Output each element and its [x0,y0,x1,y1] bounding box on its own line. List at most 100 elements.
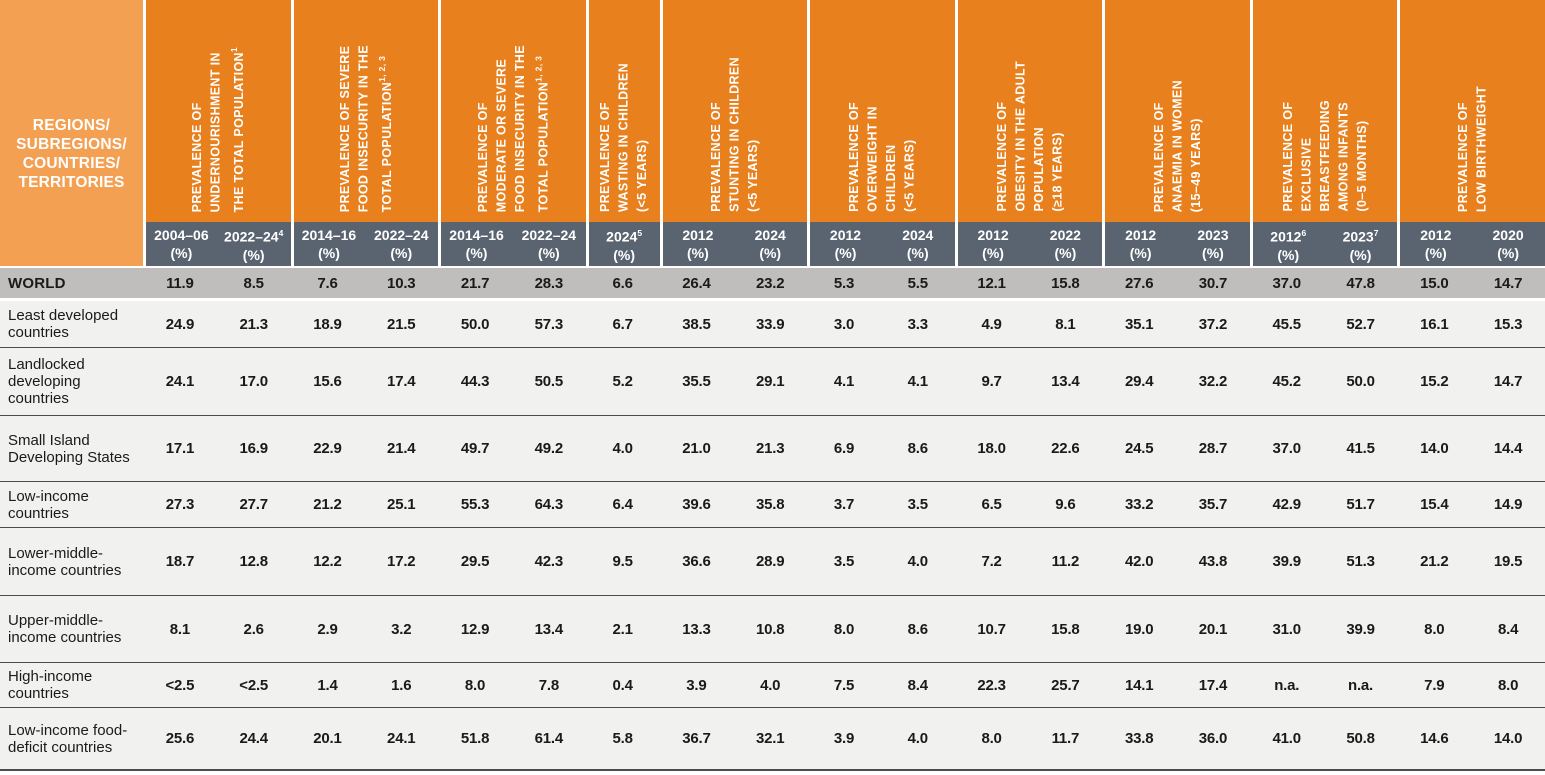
value-cell: 15.4 [1420,496,1449,513]
value-cell: 7.2 [981,553,1002,570]
value-cell: 39.9 [1272,553,1302,570]
header-line: CHILDREN [884,144,899,212]
year-label: 20237 [1342,228,1379,245]
value-cell: 14.7 [1493,274,1523,292]
value-cell: 44.3 [460,373,490,390]
year-header-cell: 20245 (%) [585,222,660,266]
header-line: PREVALENCE OF [475,102,490,212]
value-cell: 36.6 [682,553,711,570]
value-cell: 15.6 [313,373,342,390]
year-label: 2004–06 [154,227,209,243]
value-cell: 27.3 [165,496,195,513]
header-line: TOTAL POPULATION1, 2, 3 [533,55,551,212]
percent-unit-label: (%) [1497,245,1519,261]
value-cell: 57.3 [534,315,564,333]
value-cell: 9.5 [612,553,633,570]
percent-unit-label: (%) [318,245,340,261]
value-cell: 55.3 [460,496,490,513]
value-cell: 32.2 [1198,373,1228,390]
year-header-cell: 2024 (%) [733,222,808,266]
value-cell: 1.6 [391,676,412,694]
value-cell: 24.9 [165,315,195,333]
corner-header-line: COUNTRIES/ [22,155,121,172]
value-cell: 33.9 [756,315,785,333]
percent-unit-label: (%) [613,246,636,263]
value-cell: <2.5 [165,676,195,694]
value-cell: 3.9 [833,730,855,747]
value-cell: 37.0 [1272,274,1302,292]
value-cell: 17.1 [165,440,195,457]
value-cell: 17.4 [387,373,416,390]
value-cell: 24.1 [165,373,195,390]
value-cell: 25.1 [387,496,416,513]
corner-header-line: REGIONS/ [32,117,111,134]
header-line: PREVALENCE OF [847,102,862,212]
column-group-title: PREVALENCE OF STUNTING IN CHILDREN (<5 YEA… [707,57,763,212]
value-cell: 50.8 [1346,730,1375,747]
value-cell: 39.6 [682,496,711,513]
column-group-title: PREVALENCE OF EXCLUSIVE BREASTFEEDING AMONG… [1279,100,1372,212]
value-cell: 13.4 [1051,373,1080,390]
value-cell: 42.3 [534,553,564,570]
column-group-header: PREVALENCE OF WASTING IN CHILDREN (<5 YEAR… [585,0,660,222]
value-cell: 28.7 [1198,440,1228,457]
column-group-title: PREVALENCE OF OBESITY IN THE ADULT POPULAT… [993,61,1067,212]
value-cell: 7.9 [1424,676,1445,694]
table-row: Small Island Developing States 17.1 16.9 22… [0,415,1545,481]
table-row: High-income countries <2.5 <2.5 1.4 1.6 8.0 7.… [0,662,1545,707]
year-header-cell: 2023 (%) [1176,222,1250,266]
table-row: Low-income countries 27.3 27.7 21.2 25.1 55.3… [0,481,1545,527]
header-line: LOW BIRTHWEIGHT [1474,85,1489,212]
percent-unit-label: (%) [759,245,782,261]
row-label: Low-income countries [8,487,89,522]
value-cell: 3.5 [907,496,928,513]
value-cell: 36.7 [682,730,711,747]
table-row: Landlocked developing countries 24.1 17.0 1… [0,347,1545,415]
value-cell: <2.5 [239,676,269,694]
header-line: PREVALENCE OF [1151,102,1166,212]
value-cell: 30.7 [1198,274,1228,292]
value-cell: 9.7 [981,373,1002,390]
column-group-header: PREVALENCE OF ANAEMIA IN WOMEN (15–49 YEAR… [1102,0,1250,222]
value-cell: 21.0 [682,440,711,457]
value-cell: 16.9 [239,440,268,457]
value-cell: 17.0 [239,373,268,390]
value-cell: 6.5 [981,496,1002,513]
value-cell: 31.0 [1272,620,1302,638]
footnote-superscript: 5 [637,228,643,239]
year-header-cell: 2012 (%) [954,222,1029,266]
value-cell: 26.4 [682,274,711,292]
table-row: Upper-middle-income countries 8.1 2.6 2.9 3.… [0,595,1545,662]
value-cell: 12.9 [460,620,490,638]
value-cell: 22.3 [977,676,1006,694]
corner-header: REGIONS/ SUBREGIONS/ COUNTRIES/ TERRITOR… [0,0,143,266]
column-group-header: PREVALENCE OF SEVERE FOOD INSECURITY IN T… [290,0,439,222]
value-cell: 41.5 [1346,440,1375,457]
value-cell: 16.1 [1420,315,1449,333]
value-cell: 27.6 [1124,274,1154,292]
percent-unit-label: (%) [390,245,413,261]
value-cell: 14.7 [1493,373,1523,390]
header-line: (15–49 YEARS) [1188,118,1203,212]
header-line: TOTAL POPULATION1, 2, 3 [376,55,394,212]
value-cell: 21.5 [387,315,416,333]
value-cell: 14.1 [1124,676,1154,694]
value-cell: 3.3 [907,315,928,333]
corner-header-line: TERRITORIES [18,174,125,191]
value-cell: 8.6 [907,620,928,638]
value-cell: 15.3 [1493,315,1523,333]
year-header-cell: 2014–16 (%) [290,222,365,266]
value-cell: 8.6 [907,440,928,457]
percent-unit-label: (%) [834,245,857,261]
value-cell: 10.3 [387,274,416,292]
value-cell: 25.7 [1051,676,1080,694]
value-cell: 1.4 [317,676,338,694]
year-label: 2014–16 [449,227,504,243]
value-cell: 18.7 [165,553,195,570]
value-cell: 5.8 [612,730,633,747]
year-label: 20126 [1270,228,1307,245]
value-cell: 51.7 [1346,496,1375,513]
value-cell: 45.2 [1272,373,1302,390]
value-cell: 6.9 [833,440,855,457]
header-line: POPULATION [1031,127,1046,212]
